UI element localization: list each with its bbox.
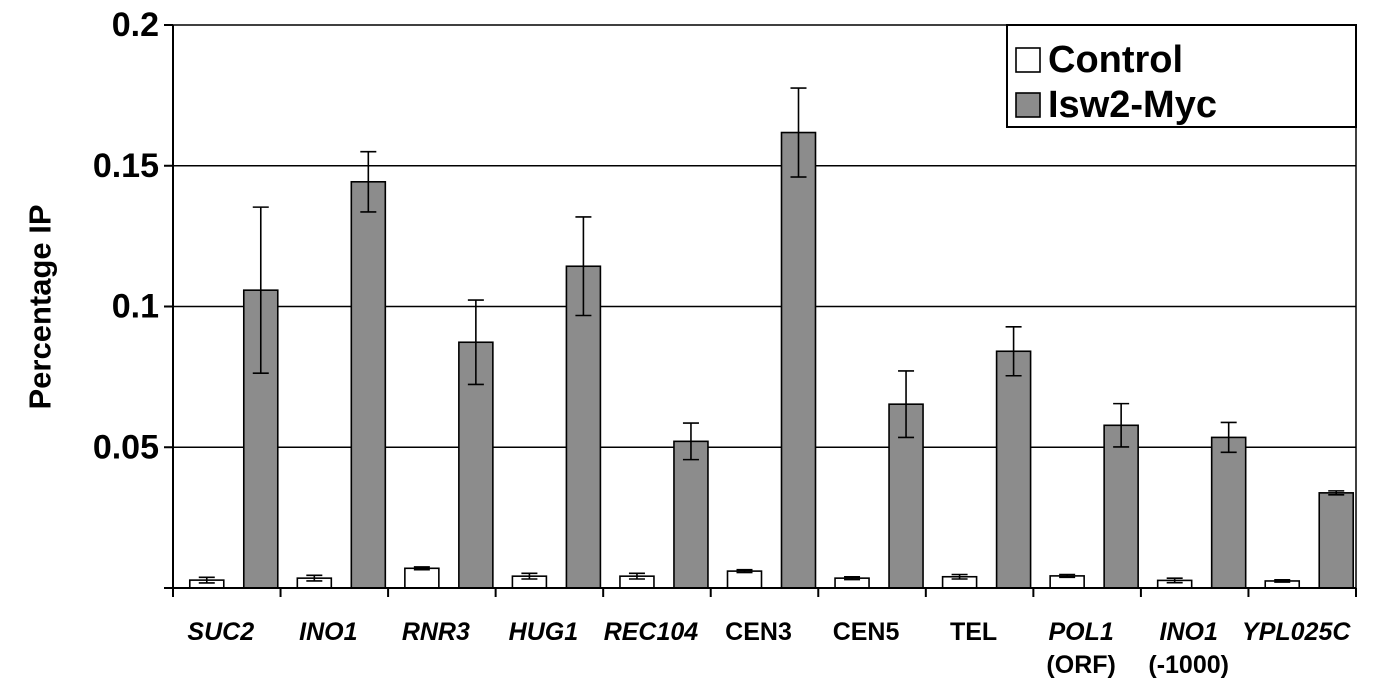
legend-swatch	[1015, 92, 1041, 118]
bar-isw2-myc	[995, 350, 1032, 589]
error-bar	[575, 216, 592, 317]
bar-control	[404, 567, 440, 589]
x-category-label: INO1	[1160, 618, 1218, 646]
error-bar	[1113, 402, 1130, 448]
y-tick-label: 0.1	[112, 288, 159, 326]
bars-layer	[188, 131, 1355, 589]
error-bar	[1274, 579, 1291, 583]
bar-isw2-myc	[565, 265, 602, 589]
error-bar	[844, 575, 861, 581]
y-axis-title: Percentage IP	[23, 204, 58, 409]
x-category-sublabel: (ORF)	[1046, 651, 1115, 679]
x-category-label: CEN3	[725, 618, 792, 646]
x-category-label: INO1	[299, 618, 357, 646]
legend-label: Control	[1048, 39, 1183, 81]
error-bar	[1005, 325, 1022, 377]
bar-isw2-myc	[1318, 492, 1355, 589]
bar-isw2-myc	[673, 440, 709, 589]
bar-isw2-myc	[1103, 424, 1139, 589]
bar-isw2-myc	[780, 131, 817, 589]
error-bar	[951, 573, 968, 580]
x-category-label: REC104	[604, 618, 699, 646]
legend-label: Isw2-Myc	[1048, 84, 1217, 126]
error-bar	[1220, 421, 1237, 454]
axes	[164, 24, 1357, 597]
x-category-label: SUC2	[187, 618, 254, 646]
error-bar	[198, 576, 215, 584]
x-category-label: HUG1	[509, 618, 578, 646]
bar-isw2-myc	[350, 180, 387, 589]
error-bar	[306, 574, 323, 582]
x-category-label: YPL025C	[1242, 618, 1351, 646]
bar-isw2-myc	[1210, 436, 1247, 589]
y-tick-label: 0.2	[112, 6, 159, 44]
error-bar	[1328, 490, 1345, 496]
error-bar	[736, 568, 753, 574]
error-bar	[413, 566, 430, 571]
x-category-label: CEN5	[833, 618, 900, 646]
x-category-label: TEL	[950, 618, 997, 646]
error-bar	[628, 572, 645, 580]
error-bar	[682, 422, 699, 461]
bar-control	[726, 570, 763, 589]
error-bar	[790, 87, 807, 178]
error-bar	[467, 299, 484, 386]
error-bar	[898, 370, 915, 439]
error-bars-layer	[198, 87, 1345, 584]
x-category-label: POL1	[1048, 618, 1113, 646]
y-tick-labels: 0.05 0.1 0.15 0.2	[93, 6, 159, 466]
error-bar	[360, 150, 377, 213]
error-bar	[521, 572, 538, 580]
error-bar	[252, 206, 269, 375]
y-tick-label: 0.15	[93, 147, 159, 185]
legend-swatch	[1015, 47, 1041, 73]
x-category-label: RNR3	[402, 618, 470, 646]
x-category-labels: SUC2 INO1 RNR3 HUG1 REC104 CEN3 CEN5 TEL POL1 (OR…	[187, 618, 1351, 679]
y-tick-label: 0.05	[93, 428, 159, 466]
legend-box	[1006, 24, 1357, 128]
x-category-sublabel: (-1000)	[1148, 651, 1229, 679]
error-bar	[1166, 577, 1183, 584]
error-bar	[1059, 573, 1076, 579]
